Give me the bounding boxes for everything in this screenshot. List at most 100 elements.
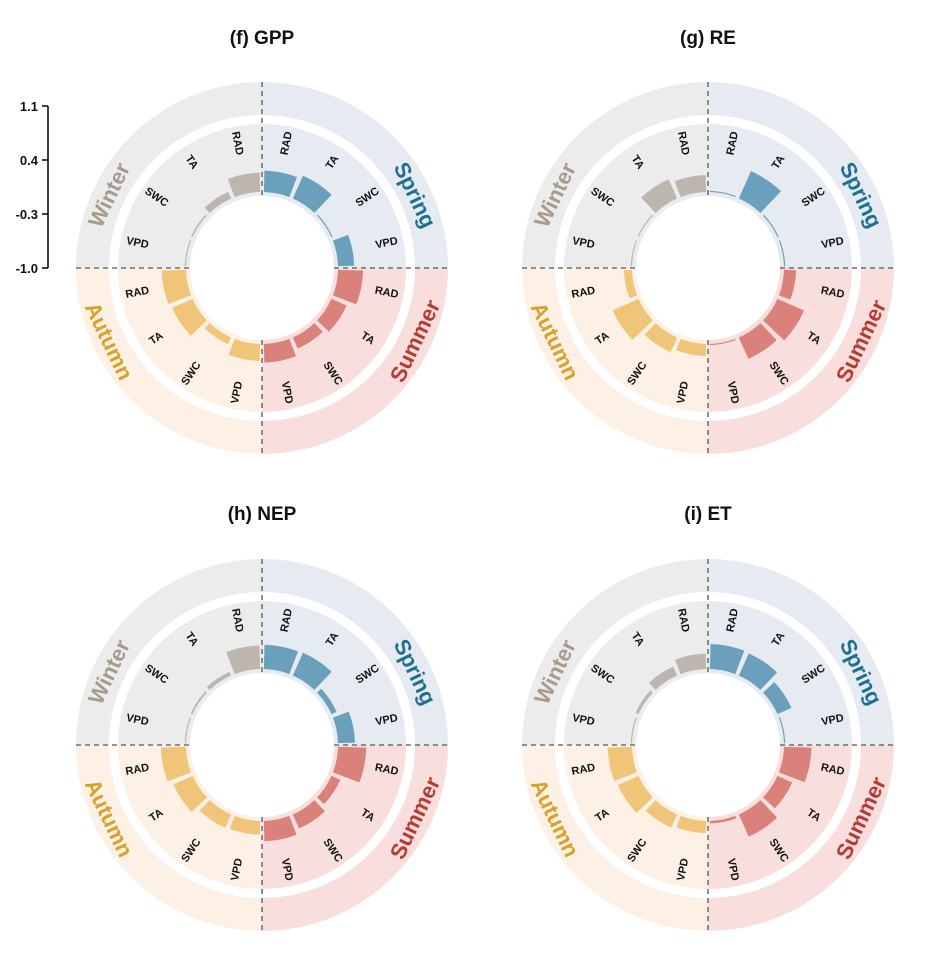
panel-title: (g) RE <box>680 28 736 49</box>
var-label-winter-vpd: VPD <box>571 235 596 251</box>
bar-winter-rad <box>226 645 261 675</box>
bar-autumn-vpd <box>676 815 707 834</box>
season-band-spring <box>262 559 448 745</box>
season-wedge-summer <box>708 745 852 889</box>
bar-summer-rad <box>778 746 812 783</box>
bar-summer-rad <box>332 269 364 305</box>
bar-summer-vpd <box>263 815 297 842</box>
radial-scale-axis: 1.1 0.4 -0.3 -1.0 <box>16 99 49 276</box>
season-band-winter <box>76 82 262 268</box>
bar-spring-swc <box>317 688 337 715</box>
chart-panel: (i) ETSpringRADTASWCVPDSummerRADTASWCVPD… <box>522 504 894 931</box>
var-label-summer-rad: RAD <box>820 285 846 301</box>
bar-summer-swc <box>292 323 323 349</box>
var-label-summer-vpd: VPD <box>279 857 295 882</box>
bar-spring-ta <box>738 171 782 213</box>
var-label-autumn-rad: RAD <box>571 762 597 778</box>
bar-summer-swc <box>738 800 778 837</box>
var-label-spring-rad: RAD <box>279 130 295 156</box>
bar-summer-ta <box>763 775 793 809</box>
season-wedge-spring <box>262 124 406 268</box>
season-band-summer <box>708 268 894 454</box>
chart-panels: (f) GPPSpringRADTASWCVPDSummerRADTASWCVP… <box>76 28 894 931</box>
bar-spring-swc <box>763 682 792 715</box>
season-wedge-autumn <box>118 745 262 889</box>
var-label-autumn-rad: RAD <box>571 285 597 301</box>
season-band-autumn <box>522 268 708 454</box>
bar-spring-vpd <box>778 240 786 267</box>
bar-spring-swc <box>763 214 779 238</box>
var-label-spring-vpd: VPD <box>820 712 845 728</box>
bar-summer-swc <box>292 800 325 829</box>
bar-winter-ta <box>648 666 678 690</box>
bar-autumn-swc <box>644 323 678 353</box>
chart-panel: (h) NEPSpringRADTASWCVPDSummerRADTASWCVP… <box>76 504 448 931</box>
bar-spring-rad <box>263 170 297 198</box>
bar-winter-swc <box>635 690 653 715</box>
bar-autumn-ta <box>172 298 207 336</box>
chart-panel: (f) GPPSpringRADTASWCVPDSummerRADTASWCVP… <box>76 28 448 454</box>
bar-summer-vpd <box>263 338 297 363</box>
season-band-winter <box>76 559 262 745</box>
bar-autumn-rad <box>160 746 192 782</box>
season-band-autumn <box>76 745 262 931</box>
bar-winter-vpd <box>630 240 638 267</box>
var-label-spring-vpd: VPD <box>374 235 399 251</box>
bar-summer-ta <box>317 775 341 805</box>
var-label-winter-rad: RAD <box>229 608 245 634</box>
panel-title: (f) GPP <box>230 28 295 49</box>
bar-winter-rad <box>227 172 261 198</box>
var-label-autumn-vpd: VPD <box>675 380 691 405</box>
season-band-spring <box>262 82 448 268</box>
season-wedge-winter <box>118 601 262 745</box>
bar-autumn-swc <box>204 323 232 345</box>
bar-spring-vpd <box>778 717 786 744</box>
bar-summer-vpd <box>709 338 736 346</box>
var-label-winter-vpd: VPD <box>571 712 596 728</box>
var-label-summer-vpd: VPD <box>279 380 295 405</box>
var-label-summer-vpd: VPD <box>725 380 741 405</box>
bar-winter-ta <box>641 179 678 213</box>
bar-winter-swc <box>191 214 207 238</box>
bar-spring-vpd <box>332 711 355 744</box>
season-band-autumn <box>522 745 708 931</box>
scale-tick-label: 1.1 <box>20 99 38 114</box>
bar-winter-ta <box>204 191 232 213</box>
var-label-autumn-vpd: VPD <box>675 857 691 882</box>
season-band-spring <box>708 559 894 745</box>
var-label-winter-rad: RAD <box>675 608 691 634</box>
var-label-spring-rad: RAD <box>725 607 741 633</box>
bar-summer-ta <box>317 298 347 332</box>
var-label-summer-rad: RAD <box>374 762 400 778</box>
var-label-summer-rad: RAD <box>820 762 846 778</box>
season-band-spring <box>708 82 894 268</box>
season-band-autumn <box>76 268 262 454</box>
season-wedge-winter <box>118 124 262 268</box>
season-band-summer <box>262 268 448 454</box>
var-label-autumn-rad: RAD <box>125 285 151 301</box>
chart-panel: (g) RESpringRADTASWCVPDSummerRADTASWCVPD… <box>522 28 894 454</box>
var-label-winter-rad: RAD <box>229 131 245 157</box>
var-label-summer-rad: RAD <box>374 285 400 301</box>
bar-autumn-ta <box>617 775 653 813</box>
bar-winter-vpd <box>630 717 638 744</box>
season-wedge-spring <box>708 601 852 745</box>
bar-spring-ta <box>292 652 332 690</box>
bar-spring-ta <box>738 653 778 690</box>
season-wedge-winter <box>564 601 708 745</box>
bar-autumn-rad <box>607 746 638 782</box>
season-wedge-autumn <box>118 268 262 412</box>
season-wedge-autumn <box>564 745 708 889</box>
bar-spring-rad <box>709 190 736 198</box>
bar-autumn-vpd <box>228 338 261 361</box>
bar-summer-swc <box>738 323 777 359</box>
season-band-winter <box>522 82 708 268</box>
var-label-winter-vpd: VPD <box>125 235 150 251</box>
bar-summer-rad <box>332 746 367 783</box>
var-label-summer-vpd: VPD <box>725 857 741 882</box>
season-wedge-summer <box>262 268 406 412</box>
bar-autumn-vpd <box>229 815 261 835</box>
panel-title: (h) NEP <box>228 504 297 525</box>
bar-winter-rad <box>675 653 707 675</box>
